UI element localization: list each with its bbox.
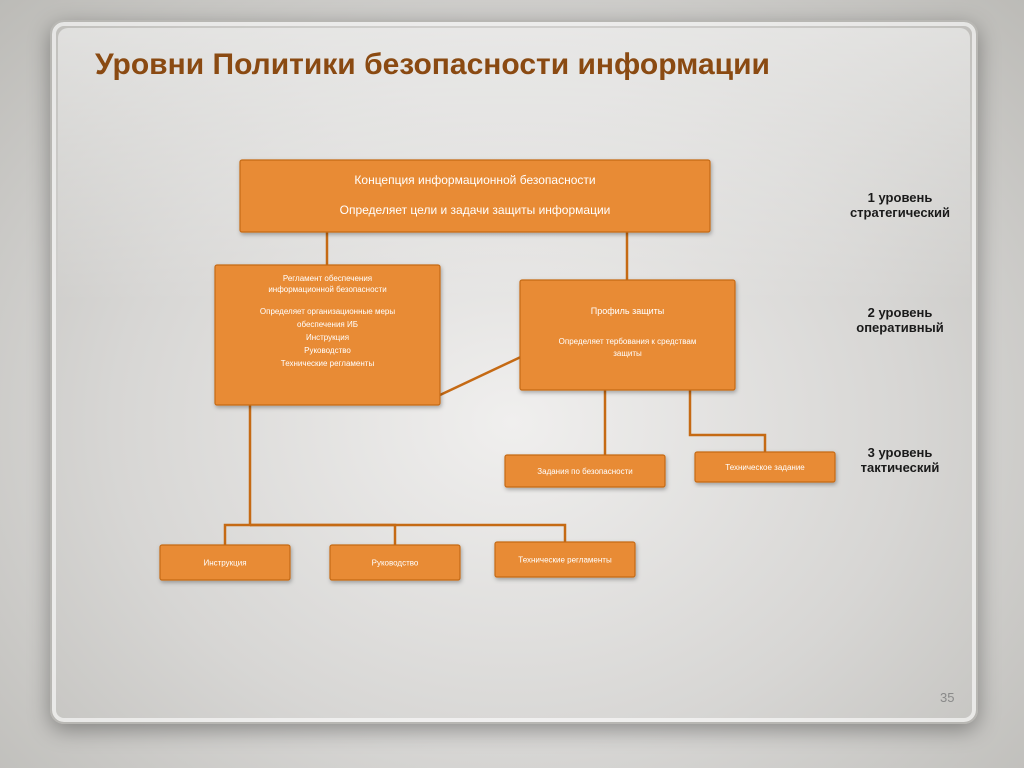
svg-text:Концепция информационной безоп: Концепция информационной безопасности [354,173,595,187]
svg-text:Определяет организационные мер: Определяет организационные меры [260,307,395,316]
svg-text:защиты: защиты [613,349,642,358]
svg-text:Руководство: Руководство [304,346,351,355]
svg-text:Технические регламенты: Технические регламенты [518,556,612,565]
svg-text:Техническое задание: Техническое задание [725,463,805,472]
svg-text:Руководство: Руководство [372,559,419,568]
svg-text:Инструкция: Инструкция [203,559,246,568]
svg-text:Технические регламенты: Технические регламенты [281,359,375,368]
svg-text:Инструкция: Инструкция [306,333,349,342]
svg-text:Профиль защиты: Профиль защиты [591,306,665,316]
svg-text:обеспечения ИБ: обеспечения ИБ [297,320,358,329]
svg-text:Задания по безопасности: Задания по безопасности [537,467,632,476]
slide-stage: Уровни Политики безопасности информации … [0,0,1024,768]
level-1-label: 1 уровеньстратегический [840,190,960,220]
level-2-label: 2 уровеньоперативный [840,305,960,335]
svg-text:Регламент обеспечения: Регламент обеспечения [283,274,372,283]
svg-text:информационной безопасности: информационной безопасности [268,285,386,294]
page-number: 35 [940,690,954,705]
svg-text:Определяет тербования к средст: Определяет тербования к средствам [559,337,697,346]
svg-text:Определяет цели и задачи защит: Определяет цели и задачи защиты информац… [340,203,611,217]
diagram-svg: Концепция информационной безопасности Опр… [50,20,974,720]
level-3-label: 3 уровеньтактический [840,445,960,475]
